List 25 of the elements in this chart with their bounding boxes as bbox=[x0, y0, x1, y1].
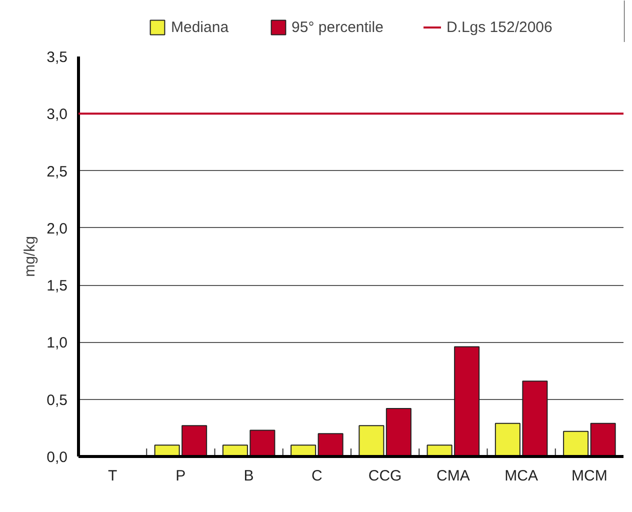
x-tick-label: MCA bbox=[504, 468, 538, 484]
bar bbox=[563, 430, 589, 456]
x-tick-label: B bbox=[244, 468, 254, 484]
y-tick-label: 2,0 bbox=[46, 220, 68, 238]
legend-label: Mediana bbox=[171, 18, 229, 36]
x-tick-label: CMA bbox=[436, 468, 470, 484]
y-tick-label: 2,5 bbox=[46, 163, 68, 180]
y-tick-label: 1,0 bbox=[46, 334, 68, 352]
bar bbox=[318, 433, 344, 456]
y-tick-label: 1,5 bbox=[46, 278, 68, 295]
legend-label: D.Lgs 152/2006 bbox=[446, 18, 552, 36]
legend-label: 95° percentile bbox=[292, 18, 384, 36]
y-axis-title: mg/kg bbox=[22, 236, 39, 277]
y-tick-label: 0,5 bbox=[46, 392, 68, 409]
x-tick-label: C bbox=[312, 468, 323, 484]
bar bbox=[590, 422, 616, 456]
bar bbox=[358, 425, 384, 456]
y-tick-label: 3,5 bbox=[46, 49, 68, 66]
x-tick-label: MCM bbox=[572, 468, 608, 484]
x-tick-label: P bbox=[176, 468, 186, 484]
x-tick-label: CCG bbox=[368, 468, 402, 484]
y-tick-label: 0,0 bbox=[46, 449, 68, 466]
x-tick-label: T bbox=[108, 468, 118, 484]
bar bbox=[386, 408, 412, 456]
y-tick-label: 3,0 bbox=[46, 106, 68, 124]
